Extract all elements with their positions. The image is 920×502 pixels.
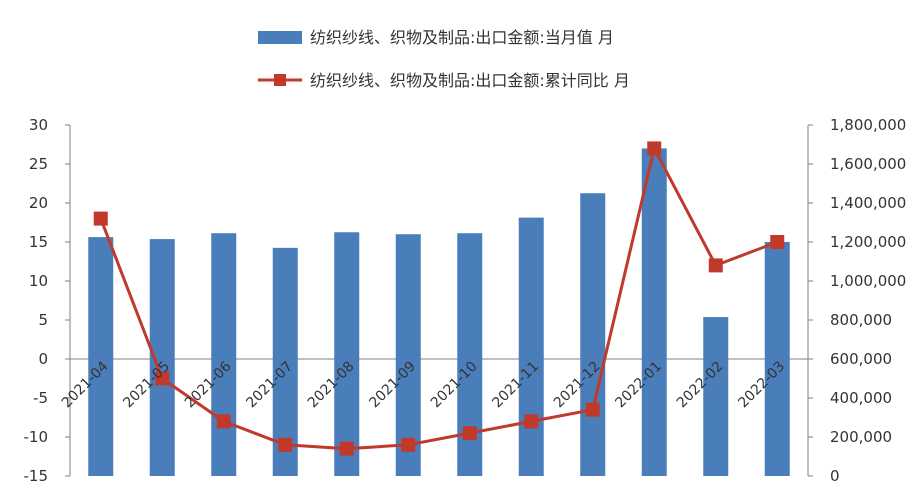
bar <box>641 148 667 476</box>
right-tick-label: 600,000 <box>830 350 892 368</box>
line-marker <box>216 414 231 429</box>
right-tick-label: 200,000 <box>830 428 892 446</box>
line-path <box>99 146 778 451</box>
bar <box>580 193 606 476</box>
line-marker <box>93 211 108 226</box>
left-tick-label: -15 <box>24 467 49 485</box>
axes: 30 25 20 15 10 5 0 -5 -10 -15 1,800,000 1,600,000 1,… <box>24 116 907 485</box>
left-tick-label: -10 <box>24 428 49 446</box>
bar <box>211 233 237 476</box>
legend-swatch-marker <box>274 74 286 86</box>
bar <box>703 317 729 476</box>
line-marker <box>585 402 600 417</box>
right-tick-label: 1,800,000 <box>830 116 906 134</box>
right-tick-label: 800,000 <box>830 311 892 329</box>
line-marker <box>708 258 723 273</box>
bar <box>518 217 544 476</box>
left-tick-label: 15 <box>29 233 48 251</box>
left-tick-label: 10 <box>29 272 48 290</box>
legend-swatch-bar <box>258 31 302 44</box>
line-marker <box>155 371 170 386</box>
bar <box>764 242 790 476</box>
right-tick-label: 0 <box>830 467 840 485</box>
bar <box>334 232 360 476</box>
right-tick-label: 1,400,000 <box>830 194 906 212</box>
line-marker <box>278 437 293 452</box>
right-tick-label: 1,200,000 <box>830 233 906 251</box>
right-tick-label: 1,000,000 <box>830 272 906 290</box>
line-marker <box>524 414 539 429</box>
line-marker <box>339 441 354 456</box>
bar <box>395 234 421 476</box>
line-marker <box>647 141 662 156</box>
left-tick-label: 20 <box>29 194 48 212</box>
legend-label-bar: 纺织纱线、织物及制品:出口金额:当月值 月 <box>310 28 614 47</box>
legend: 纺织纱线、织物及制品:出口金额:当月值 月 纺织纱线、织物及制品:出口金额:累计… <box>258 28 630 90</box>
bar-series <box>88 148 790 476</box>
line-marker <box>401 437 416 452</box>
bar <box>88 237 114 476</box>
line-series <box>93 141 785 456</box>
left-tick-label: 30 <box>29 116 48 134</box>
line-marker <box>770 235 785 249</box>
left-tick-label: 0 <box>38 350 48 368</box>
line-marker <box>462 426 477 441</box>
left-tick-label: 5 <box>38 311 48 329</box>
right-tick-label: 400,000 <box>830 389 892 407</box>
left-tick-label: -5 <box>33 389 48 407</box>
left-tick-label: 25 <box>29 155 48 173</box>
legend-label-line: 纺织纱线、织物及制品:出口金额:累计同比 月 <box>310 71 630 90</box>
right-tick-label: 1,600,000 <box>830 155 906 173</box>
